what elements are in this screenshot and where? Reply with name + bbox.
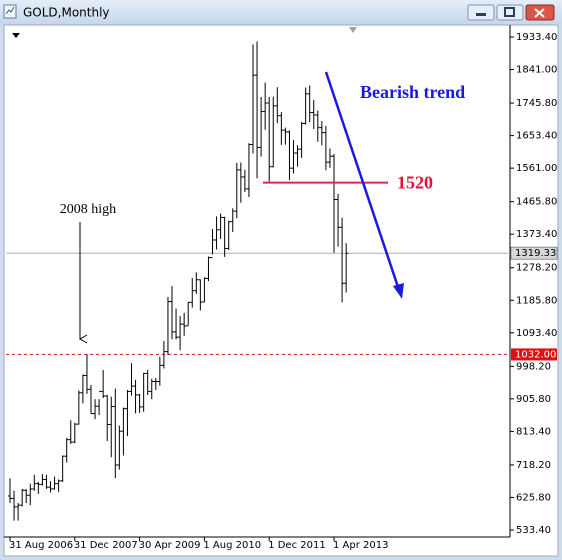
y-tick-label: 1841.00 [516, 65, 557, 76]
y-tick-label: 813.40 [516, 426, 551, 437]
window-icon-glyph [5, 6, 15, 15]
y-tick-label: 1093.40 [516, 328, 557, 339]
trend-arrow-head [393, 283, 404, 299]
y-tick-label: 1561.00 [516, 163, 557, 174]
shift-marker [349, 27, 357, 33]
x-tick-label: 1 Dec 2011 [268, 540, 326, 551]
restore-glyph [504, 7, 515, 17]
y-tick-label: 718.20 [516, 460, 551, 471]
annotation-text: Bearish trend [360, 82, 465, 102]
x-tick-label: 31 Dec 2007 [74, 540, 138, 551]
plot: 1933.40 1841.00 1745.80 1653.40 1561.00 1465.… [6, 32, 558, 551]
y-tick-label: 905.80 [516, 394, 551, 405]
close-glyph [534, 8, 545, 18]
price-label: 1319.33 [515, 248, 556, 259]
minimize-glyph [476, 13, 486, 16]
shift-marker [12, 33, 20, 38]
y-tick-label: 1745.80 [516, 98, 557, 109]
trend-arrow [324, 71, 401, 291]
window-title: GOLD,Monthly [23, 6, 110, 20]
window-buttons [467, 4, 555, 21]
y-tick-label: 998.20 [516, 361, 551, 372]
y-tick-label: 625.80 [516, 492, 551, 503]
x-tick-label: 30 Apr 2009 [139, 540, 201, 551]
minimize-button[interactable] [467, 4, 495, 21]
x-tick-label: 31 Aug 2006 [9, 540, 73, 551]
level-label-box [511, 348, 557, 361]
restore-button[interactable] [496, 4, 524, 21]
y-tick-label: 1185.80 [516, 295, 557, 306]
y-tick-label: 1465.80 [516, 197, 557, 208]
chart-area [3, 24, 559, 557]
y-tick-label: 1278.20 [516, 263, 557, 274]
annotation-text: 2008 high [60, 202, 116, 217]
y-tick-label: 1373.40 [516, 229, 557, 240]
y-tick-label: 1653.40 [516, 131, 557, 142]
x-tick-label: 1 Apr 2013 [333, 540, 388, 551]
y-tick-label: 1933.40 [516, 32, 557, 43]
resistance-label: 1520 [397, 173, 433, 193]
x-tick-label: 1 Aug 2010 [203, 540, 261, 551]
price-label-box [510, 246, 558, 260]
level-label: 1032.00 [515, 349, 556, 360]
y-tick-label: 533.40 [516, 525, 551, 536]
